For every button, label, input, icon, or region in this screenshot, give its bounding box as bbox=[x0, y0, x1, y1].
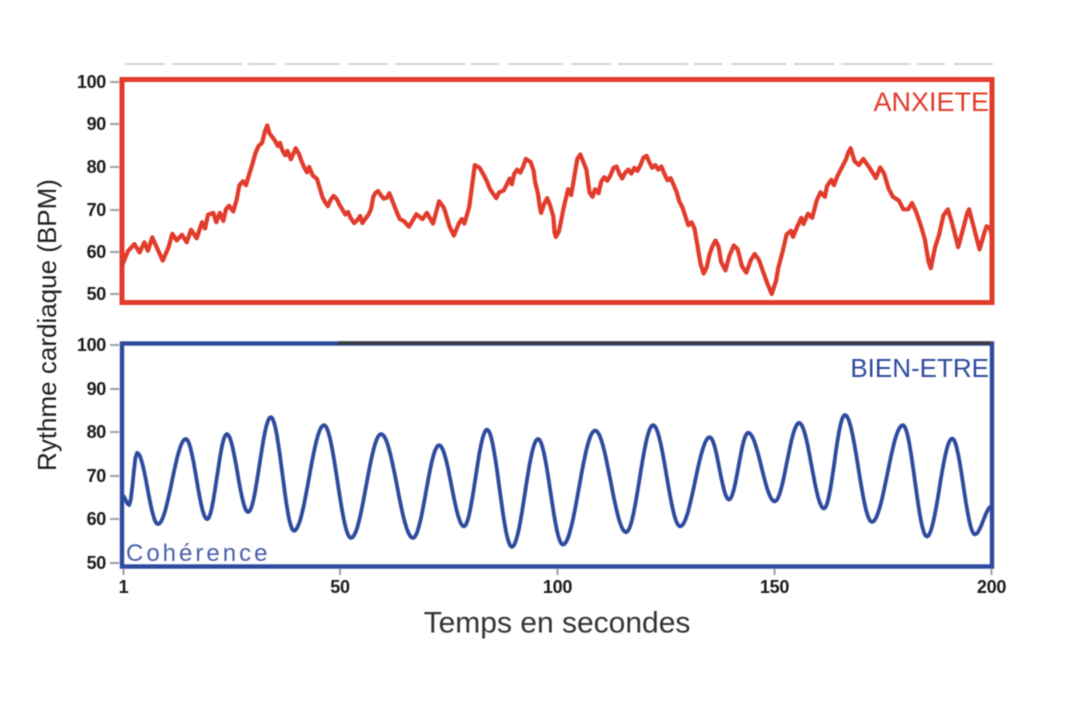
svg-text:70: 70 bbox=[87, 466, 107, 486]
svg-text:100: 100 bbox=[543, 577, 572, 597]
svg-text:1: 1 bbox=[119, 577, 129, 597]
svg-text:80: 80 bbox=[87, 422, 107, 442]
svg-text:50: 50 bbox=[330, 577, 350, 597]
svg-text:ANXIETE: ANXIETE bbox=[873, 87, 989, 117]
svg-text:60: 60 bbox=[87, 509, 107, 529]
svg-text:Rythme cardiaque (BPM): Rythme cardiaque (BPM) bbox=[32, 179, 62, 471]
svg-text:Temps en secondes: Temps en secondes bbox=[424, 607, 691, 640]
svg-text:80: 80 bbox=[87, 157, 107, 177]
svg-text:90: 90 bbox=[87, 114, 107, 134]
svg-text:150: 150 bbox=[760, 577, 789, 597]
svg-text:Cohérence: Cohérence bbox=[126, 540, 270, 567]
svg-text:100: 100 bbox=[77, 72, 106, 92]
svg-text:BIEN-ETRE: BIEN-ETRE bbox=[850, 353, 989, 383]
svg-text:70: 70 bbox=[87, 200, 107, 220]
svg-text:90: 90 bbox=[87, 379, 107, 399]
svg-text:60: 60 bbox=[87, 242, 107, 262]
svg-text:50: 50 bbox=[87, 284, 107, 304]
svg-text:200: 200 bbox=[977, 577, 1006, 597]
svg-text:50: 50 bbox=[87, 553, 107, 573]
svg-text:100: 100 bbox=[77, 335, 106, 355]
